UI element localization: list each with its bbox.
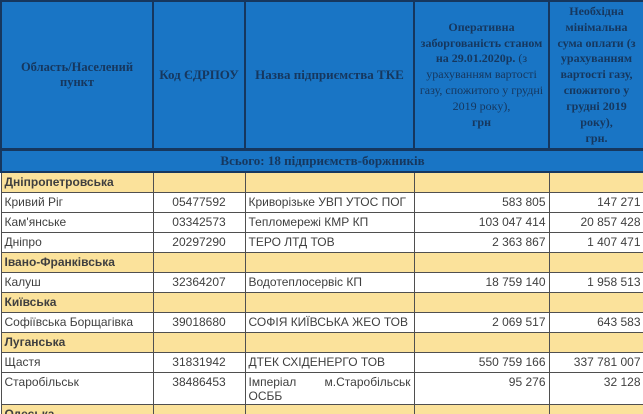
enterprise-row: Кривий Ріг 05477592 Криворізьке УВП УТОС П… <box>0 192 643 214</box>
settlement-cell: Калуш <box>0 272 154 294</box>
col-header-min-payment: Необхідна мінімальна сума оплати (з урах… <box>548 0 643 152</box>
debt-header-bold: Оперативна заборгованість станом на 29.0… <box>420 19 543 66</box>
region-empty-cell <box>244 404 415 414</box>
col-header-edrpou: Код ЄДРПОУ <box>152 0 246 152</box>
enterprise-row: Щастя 31831942 ДТЕК СХІДЕНЕРГО ТОВ 550 759 … <box>0 352 643 374</box>
region-empty-cell <box>152 292 246 314</box>
region-empty-cell <box>548 292 643 314</box>
region-row: Київська <box>0 292 643 314</box>
enterprise-name-cell: Криворізьке УВП УТОС ПОГ <box>244 192 415 214</box>
edrpou-code-cell: 03342573 <box>152 212 246 234</box>
edrpou-code-cell: 39018680 <box>152 312 246 334</box>
total-label: Всього: 18 підприємств-боржників <box>0 148 643 174</box>
min-payment-cell: 147 271 <box>548 192 643 214</box>
enterprise-name-cell: СОФІЯ КИЇВСЬКА ЖЕО ТОВ <box>244 312 415 334</box>
region-name: Луганська <box>0 332 154 354</box>
region-empty-cell <box>244 171 415 194</box>
edrpou-code-cell: 05477592 <box>152 192 246 214</box>
region-name: Дніпропетровська <box>0 171 154 194</box>
region-empty-cell <box>244 332 415 354</box>
enterprise-name-cell: Імперіал м.Старобільськ ОСББ <box>244 372 415 406</box>
region-empty-cell <box>413 171 550 194</box>
edrpou-code-cell: 38486453 <box>152 372 246 406</box>
debt-cell: 18 759 140 <box>413 272 550 294</box>
total-row: Всього: 18 підприємств-боржників <box>0 148 643 174</box>
min-payment-cell: 643 583 <box>548 312 643 334</box>
edrpou-code-cell: 20297290 <box>152 232 246 254</box>
enterprise-name-cell: ДТЕК СХІДЕНЕРГО ТОВ <box>244 352 415 374</box>
min-payment-cell: 1 958 513 <box>548 272 643 294</box>
settlement-cell: Кривий Ріг <box>0 192 154 214</box>
min-payment-header-unit: грн. <box>585 130 608 145</box>
enterprise-row: Дніпро 20297290 ТЕРО ЛТД ТОВ 2 363 867 1 407… <box>0 232 643 254</box>
region-row: Луганська <box>0 332 643 354</box>
region-empty-cell <box>413 292 550 314</box>
region-empty-cell <box>413 404 550 414</box>
region-empty-cell <box>152 252 246 274</box>
region-name: Київська <box>0 292 154 314</box>
region-empty-cell <box>152 404 246 414</box>
min-payment-header-main: Необхідна мінімальна сума оплати (з урах… <box>557 4 636 129</box>
settlement-cell: Старобільськ <box>0 372 154 406</box>
min-payment-cell: 20 857 428 <box>548 212 643 234</box>
debt-header-note: (з урахуванням вартості газу, спожитого … <box>419 51 544 113</box>
region-empty-cell <box>548 332 643 354</box>
settlement-cell: Щастя <box>0 352 154 374</box>
debt-header-unit: грн <box>471 114 492 129</box>
enterprise-row: Калуш 32364207 Водотеплосервіс КП 18 759 14… <box>0 272 643 294</box>
debt-cell: 583 805 <box>413 192 550 214</box>
min-payment-cell: 32 128 <box>548 372 643 406</box>
min-payment-cell: 1 407 471 <box>548 232 643 254</box>
debt-cell: 95 276 <box>413 372 550 406</box>
settlement-cell: Софіївська Борщагівка <box>0 312 154 334</box>
region-row: Дніпропетровська <box>0 171 643 194</box>
debt-cell: 2 069 517 <box>413 312 550 334</box>
region-empty-cell <box>152 171 246 194</box>
enterprise-row: Софіївська Борщагівка 39018680 СОФІЯ КИЇВС… <box>0 312 643 334</box>
settlement-cell: Дніпро <box>0 232 154 254</box>
region-empty-cell <box>152 332 246 354</box>
edrpou-code-cell: 32364207 <box>152 272 246 294</box>
edrpou-code-cell: 31831942 <box>152 352 246 374</box>
region-row: Одеська <box>0 404 643 414</box>
region-name: Одеська <box>0 404 154 414</box>
region-empty-cell <box>244 252 415 274</box>
debt-cell: 2 363 867 <box>413 232 550 254</box>
region-empty-cell <box>548 252 643 274</box>
col-header-debt: Оперативна заборгованість станом на 29.0… <box>413 0 550 152</box>
region-empty-cell <box>548 404 643 414</box>
min-payment-cell: 337 781 007 <box>548 352 643 374</box>
col-header-enterprise: Назва підприємства ТКЕ <box>244 0 415 152</box>
settlement-cell: Кам'янське <box>0 212 154 234</box>
table-header-row: Область/Населений пункт Код ЄДРПОУ Назва… <box>0 0 643 152</box>
enterprise-row: Кам'янське 03342573 Тепломережі КМР КП 103 … <box>0 212 643 234</box>
debt-cell: 103 047 414 <box>413 212 550 234</box>
region-row: Івано-Франківська <box>0 252 643 274</box>
region-empty-cell <box>413 332 550 354</box>
enterprise-name-cell: ТЕРО ЛТД ТОВ <box>244 232 415 254</box>
enterprise-name-cell: Тепломережі КМР КП <box>244 212 415 234</box>
region-empty-cell <box>548 171 643 194</box>
enterprise-row: Старобільськ 38486453 Імперіал м.Старобіль… <box>0 372 643 406</box>
table-body: Всього: 18 підприємств-боржників Дніпроп… <box>0 148 643 414</box>
enterprise-name-cell: Водотеплосервіс КП <box>244 272 415 294</box>
col-header-region: Область/Населений пункт <box>0 0 154 152</box>
region-empty-cell <box>244 292 415 314</box>
debt-cell: 550 759 166 <box>413 352 550 374</box>
region-empty-cell <box>413 252 550 274</box>
region-name: Івано-Франківська <box>0 252 154 274</box>
